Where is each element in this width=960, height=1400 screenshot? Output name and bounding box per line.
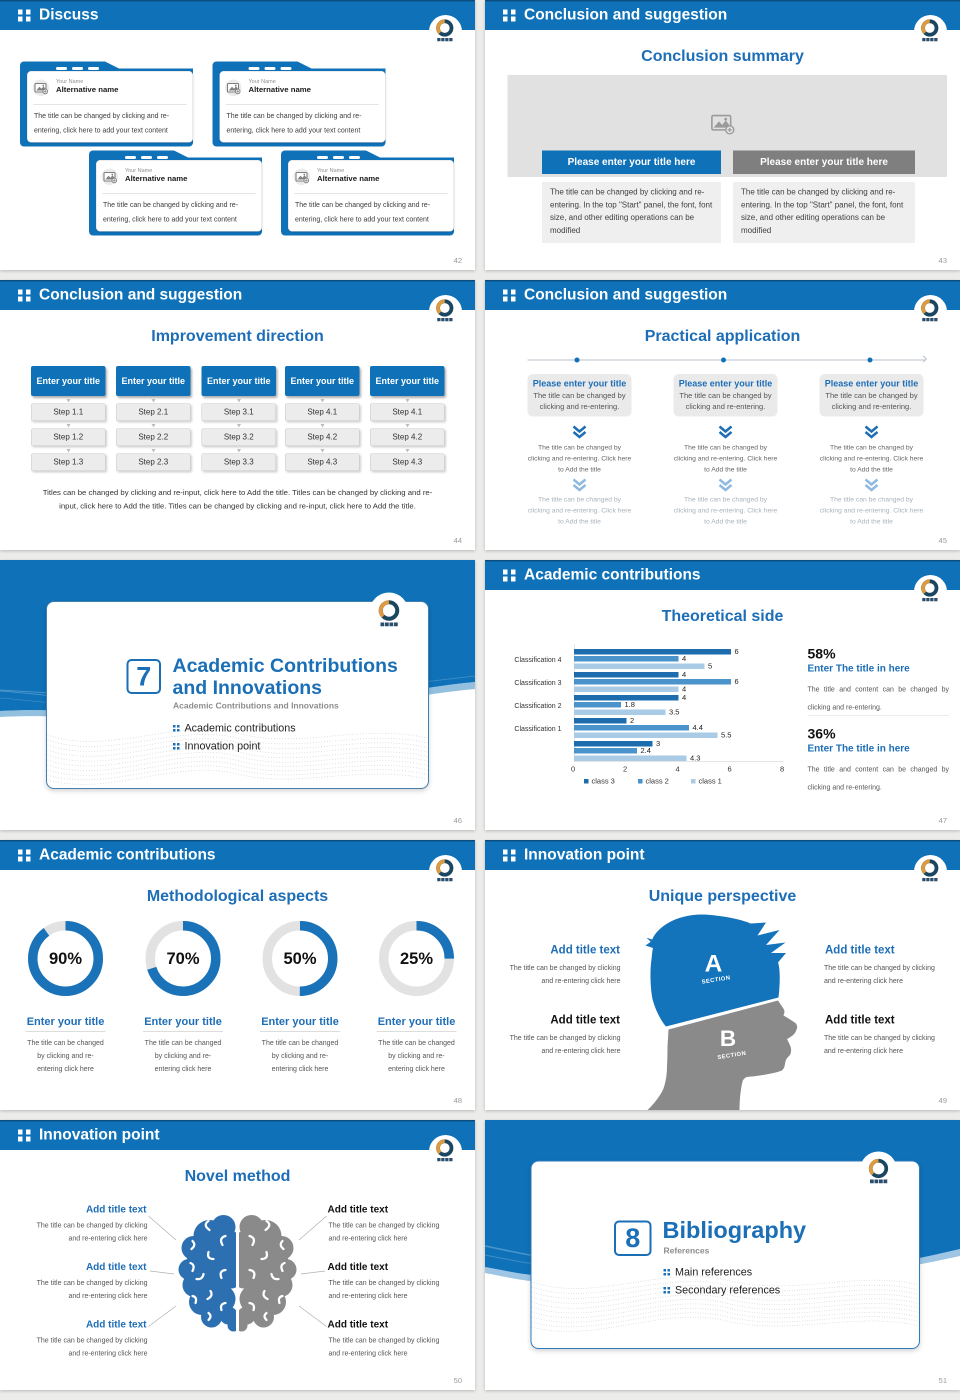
svg-text:SECTION: SECTION <box>701 975 731 985</box>
svg-text:B: B <box>720 1026 736 1051</box>
svg-text:A: A <box>705 951 723 978</box>
svg-text:SECTION: SECTION <box>717 1051 747 1061</box>
